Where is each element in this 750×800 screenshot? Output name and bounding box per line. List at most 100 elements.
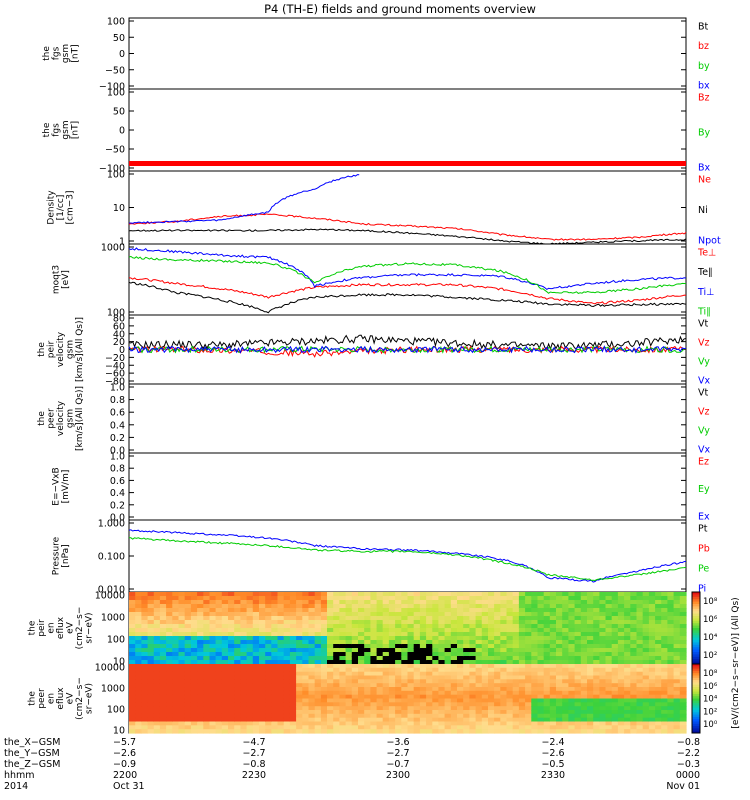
spectro-cell <box>147 596 155 601</box>
spectro-cell <box>209 616 217 621</box>
spectro-cell <box>388 683 396 688</box>
y-axis-label-line: [mV/m] <box>61 470 71 504</box>
spectro-cell <box>370 717 378 723</box>
colorbar-tick: 10² <box>703 651 717 661</box>
spectro-cell <box>457 616 464 621</box>
y-axis-label: the fgs gsm [nT] <box>42 120 81 139</box>
spectro-cell <box>562 604 569 609</box>
spectro-cell <box>587 644 594 649</box>
spectro-cell <box>135 683 142 688</box>
spectro-cell <box>648 632 656 637</box>
spectro-cell <box>587 628 594 633</box>
spectro-cell <box>345 596 353 601</box>
spectro-cell <box>252 652 260 657</box>
spectro-cell <box>277 671 285 677</box>
spectro-cell <box>450 671 458 677</box>
spectro-cell <box>605 679 613 684</box>
spectro-cell <box>296 679 303 684</box>
spectro-cell <box>549 675 557 680</box>
spectro-cell <box>302 652 310 657</box>
spectro-cell <box>661 628 668 633</box>
spectro-cell <box>450 694 458 700</box>
spectro-cell <box>209 636 217 641</box>
spectro-cell <box>376 729 384 734</box>
spectro-cell <box>673 675 681 680</box>
spectro-cell <box>277 660 285 665</box>
spectro-cell <box>197 644 204 649</box>
spectro-cell <box>320 687 328 692</box>
spectro-cell <box>215 729 223 734</box>
spectro-cell <box>525 612 532 617</box>
y-tick-label: 0.8 <box>110 395 125 406</box>
spectro-cell <box>129 652 136 657</box>
spectro-cell <box>234 729 241 734</box>
spectro-cell <box>141 698 149 703</box>
spectro-cell <box>178 656 186 661</box>
spectro-cell <box>444 702 452 707</box>
spectro-cell <box>370 628 378 633</box>
spectro-cell <box>178 683 186 688</box>
spectro-cell <box>469 624 477 629</box>
spectro-cell <box>159 690 167 696</box>
spectro-cell <box>382 690 390 696</box>
spectro-cell <box>141 620 149 625</box>
spectro-cell <box>228 624 235 629</box>
spectro-cell <box>642 706 650 711</box>
spectro-cell <box>593 636 600 641</box>
spectro-cell <box>457 604 464 609</box>
spectro-cell <box>327 698 334 703</box>
spectro-cell <box>129 604 136 609</box>
spectro-cell <box>518 664 526 669</box>
spectro-cell <box>283 671 291 677</box>
spectro-cell <box>568 592 576 597</box>
spectro-cell <box>549 608 557 613</box>
spectro-cell <box>426 694 433 700</box>
spectro-cell <box>234 636 241 641</box>
y-axis-label: moqt3 [eV] <box>51 265 71 294</box>
spectro-cell <box>648 640 656 645</box>
spectro-cell <box>221 640 229 645</box>
spectro-cell <box>450 648 458 653</box>
spectro-cell <box>345 702 353 707</box>
footer-value: −0.9 <box>113 759 136 770</box>
spectro-cell <box>667 648 675 653</box>
spectro-cell <box>388 698 396 703</box>
spectro-cell <box>667 671 675 677</box>
spectro-cell <box>630 675 638 680</box>
spectro-cell <box>506 664 514 669</box>
spectro-cell <box>512 608 520 613</box>
spectro-cell <box>265 713 272 719</box>
spectro-cell <box>271 600 279 605</box>
spectro-cell <box>333 713 340 719</box>
colorbar-tick: 10⁶ <box>703 615 718 625</box>
spectro-cell <box>339 713 347 719</box>
spectro-cell <box>333 660 340 665</box>
spectro-cell <box>630 687 638 692</box>
spectro-cell <box>382 636 390 641</box>
spectro-cell <box>252 644 260 649</box>
spectro-cell <box>209 608 217 613</box>
spectro-cell <box>611 706 619 711</box>
spectro-cell <box>215 644 223 649</box>
spectro-cell <box>475 725 483 730</box>
spectro-cell <box>444 656 452 661</box>
spectro-cell <box>457 608 464 613</box>
spectro-cell <box>129 694 136 700</box>
spectro-cell <box>587 725 594 730</box>
spectro-cell <box>624 713 631 719</box>
spectro-cell <box>450 596 458 601</box>
spectro-cell <box>587 600 594 605</box>
spectro-cell <box>234 600 241 605</box>
spectro-cell <box>283 694 291 700</box>
spectro-cell <box>574 725 582 730</box>
spectro-cell <box>320 592 328 597</box>
spectro-cell <box>178 620 186 625</box>
spectro-cell <box>339 636 347 641</box>
spectro-cell <box>611 640 619 645</box>
spectro-cell <box>358 652 365 657</box>
spectro-cell <box>438 687 446 692</box>
spectro-cell <box>376 713 384 719</box>
spectro-cell <box>364 675 371 680</box>
spectro-cell <box>370 725 378 730</box>
spectro-cell <box>426 671 433 677</box>
